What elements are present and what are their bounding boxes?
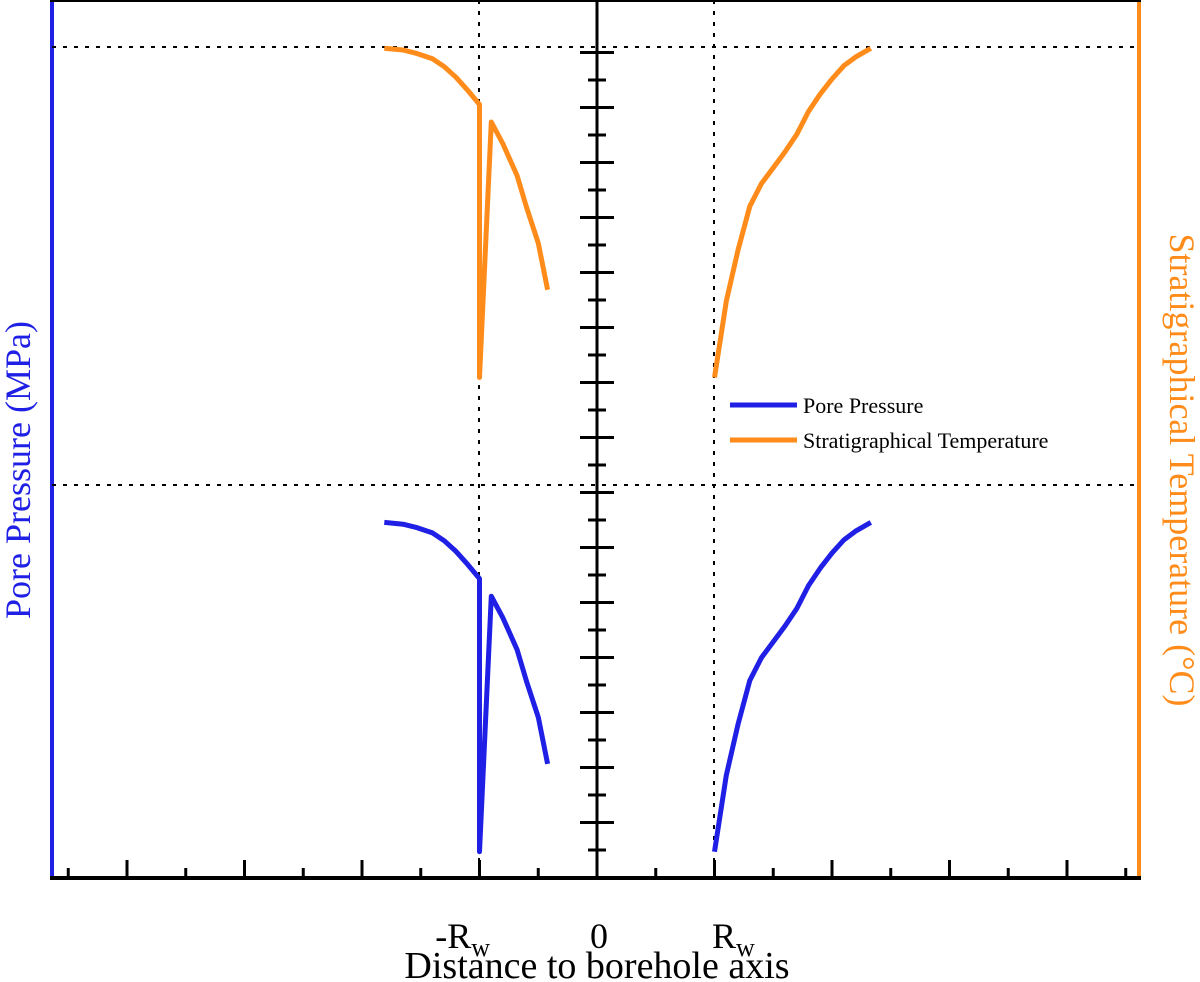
pore-pressure-curve-right <box>712 520 873 853</box>
y-axis-label-left: Pore Pressure (MPa) <box>0 321 38 619</box>
x-axis-label: Distance to borehole axis <box>404 945 789 982</box>
legend-label-temperature: Stratigraphical Temperature <box>803 428 1048 453</box>
legend-label-pore-pressure: Pore Pressure <box>803 393 923 418</box>
tick-label-zero: 0 <box>590 916 608 956</box>
pore-pressure-curve-left <box>384 519 551 855</box>
y-axis-label-right: Stratigraphical Temperature (°C) <box>1162 233 1200 706</box>
temperature-curve-right <box>712 46 873 378</box>
series-layer <box>384 45 873 855</box>
temperature-curve-left <box>384 45 551 380</box>
tick-label-rw: Rw <box>712 916 755 962</box>
x-ticks <box>66 860 1128 878</box>
tick-label-neg-rw: -Rw <box>435 916 490 962</box>
y-ticks <box>580 51 614 852</box>
legend: Pore Pressure Stratigraphical Temperatur… <box>730 393 1048 453</box>
